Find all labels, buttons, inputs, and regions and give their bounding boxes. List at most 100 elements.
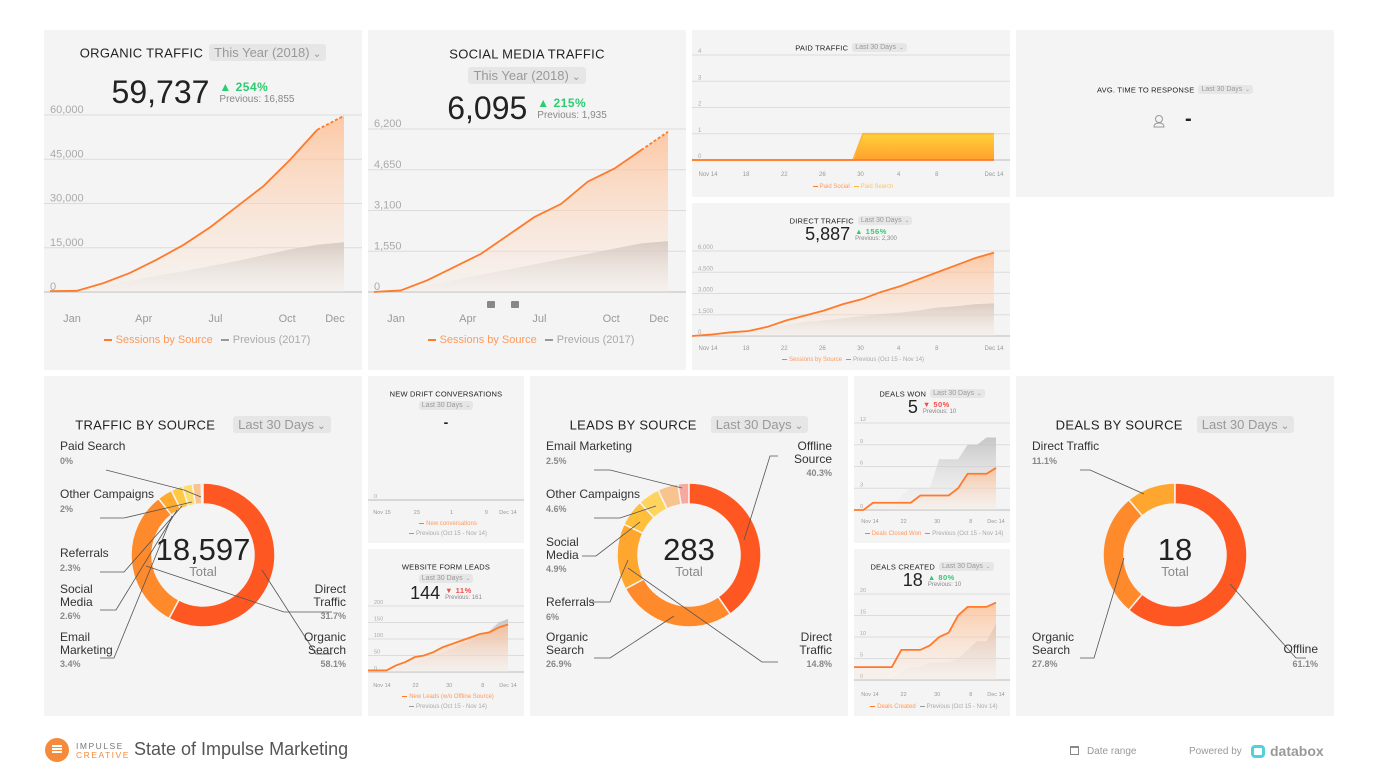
donut-slice[interactable] (616, 523, 646, 590)
x-tick-label: Oct (279, 313, 296, 325)
x-tick-label: 30 (446, 683, 452, 689)
y-tick-label: 1 (698, 128, 702, 134)
donut-slice[interactable] (622, 501, 656, 535)
organic-traffic-chart: 0 15,000 30,000 45,000 60,000 Jan Apr Jul Oct Dec (44, 104, 362, 325)
slice-percent: 2.3% (60, 562, 81, 573)
panel-title: PAID TRAFFIC (795, 43, 849, 53)
slice-percent: 11.1% (1032, 455, 1058, 466)
donut-slice[interactable] (130, 497, 180, 620)
date-range-dropdown[interactable]: This Year (2018) ⌄ (468, 67, 586, 85)
panel-title: DEALS WON (879, 389, 927, 399)
current-period-area (854, 602, 996, 680)
slice-label: Direct Traffic (1032, 439, 1100, 453)
chevron-down-icon: ⌄ (317, 421, 326, 433)
donut-slice[interactable] (1102, 498, 1144, 612)
previous-value: Previous: 16,855 (219, 94, 295, 105)
chevron-down-icon: ⌄ (312, 49, 322, 61)
legend-swatch (103, 339, 112, 342)
donut-slice[interactable] (157, 489, 182, 517)
previous-value: Previous: 10 (927, 582, 962, 588)
slice-label: Offline (1283, 642, 1318, 656)
legend-current: Sessions by Source (115, 334, 213, 346)
donut-slice[interactable] (168, 482, 276, 628)
change-percent: ▲ 156% (855, 227, 887, 236)
y-tick-label: 0 (374, 281, 380, 293)
date-range-dropdown[interactable]: This Year (2018) ⌄ (209, 44, 327, 62)
y-tick-label: 15,000 (50, 237, 84, 249)
date-range-dropdown[interactable]: Last 30 Days ⌄ (418, 401, 474, 411)
legend-swatch (919, 705, 925, 707)
x-tick-label: Nov 14 (698, 172, 718, 178)
current-period-area (50, 115, 344, 292)
donut-slice[interactable] (624, 577, 732, 628)
donut-slice[interactable] (656, 483, 682, 510)
panel-title: ORGANIC TRAFFIC (79, 45, 204, 61)
slice-label: Direct Traffic (799, 630, 832, 657)
date-range-button[interactable]: Date range (1070, 746, 1136, 757)
brand-top: IMPULSE (76, 741, 124, 751)
donut-slice[interactable] (688, 482, 762, 616)
change-percent: ▼ 50% (922, 400, 950, 409)
date-range-dropdown[interactable]: Last 30 Days ⌄ (1196, 416, 1295, 434)
legend-current: Sessions by Source (439, 334, 537, 346)
dropdown-label: Last 30 Days (421, 402, 463, 410)
slice-percent: 27.8% (1032, 659, 1058, 669)
slice-percent: 14.8% (806, 659, 832, 669)
legend-previous: Previous (Oct 15 - Nov 14) (932, 531, 1004, 537)
donut-slice[interactable] (1127, 482, 1248, 628)
x-tick-label: Oct (603, 313, 620, 325)
date-range-dropdown[interactable]: Last 30 Days ⌄ (1198, 85, 1253, 95)
date-range-dropdown[interactable]: Last 30 Days ⌄ (233, 416, 331, 434)
legend-swatch (925, 532, 931, 534)
change-percent: ▲ 80% (927, 573, 955, 582)
change-percent: ▲ 254% (219, 80, 269, 94)
x-tick-label: Dec 14 (984, 172, 1004, 178)
leads-by-source-panel: LEADS BY SOURCE Last 30 Days ⌄ Email Marke… (530, 376, 848, 716)
y-tick-label: 1,550 (374, 240, 402, 252)
databox-logo-icon (1251, 745, 1265, 758)
donut-total: 18,597 (155, 532, 251, 567)
brand-name: IMPULSE CREATIVE (76, 742, 130, 760)
chevron-down-icon: ⌄ (571, 72, 581, 84)
dropdown-label: Last 30 Days (238, 417, 315, 433)
previous-value: Previous: 161 (445, 595, 482, 601)
metric-value: 5,887 (805, 224, 851, 244)
metric-value: 59,737 (111, 74, 210, 110)
panel-title: DEALS CREATED (870, 562, 935, 572)
current-period-area (692, 252, 994, 336)
slice-label: Offline Source (793, 439, 832, 466)
leader-lines (1080, 469, 1306, 659)
x-tick-label: 26 (819, 172, 826, 178)
current-period-line (368, 623, 509, 672)
traffic-by-source-donut (100, 469, 332, 659)
legend-swatch (864, 532, 870, 534)
x-tick-label: Nov 14 (861, 692, 878, 698)
paid-search-area (692, 133, 994, 160)
previous-value: Previous: 1,935 (537, 110, 607, 121)
current-period-line (49, 129, 318, 293)
organic-traffic-panel: 0 15,000 30,000 45,000 60,000 Jan Apr Jul Oct Dec… (44, 30, 362, 370)
y-tick-label: 4,650 (374, 159, 402, 171)
y-tick-label: 3 (698, 75, 702, 81)
slice-label: Organic Search (546, 630, 589, 657)
x-tick-label: 22 (781, 346, 788, 352)
donut-slice[interactable] (638, 489, 668, 519)
date-range-dropdown[interactable]: Last 30 Days ⌄ (857, 216, 913, 226)
traffic-by-source-panel: TRAFFIC BY SOURCE Last 30 Days ⌄ Paid Sear… (44, 376, 362, 716)
date-range-dropdown[interactable]: Last 30 Days ⌄ (852, 43, 907, 53)
annotation-comment-icon[interactable] (511, 301, 519, 308)
databox-logo[interactable]: databox (1251, 743, 1324, 759)
slice-label: Social Media (546, 535, 579, 562)
y-tick-label: 2 (698, 102, 702, 108)
slice-label: Email Marketing (60, 630, 113, 657)
annotation-comment-icon[interactable] (487, 301, 495, 308)
legend-swatch (402, 695, 408, 697)
date-range-dropdown[interactable]: Last 30 Days ⌄ (930, 389, 985, 399)
date-range-dropdown[interactable]: Last 30 Days ⌄ (939, 562, 994, 572)
x-tick-label: Dec 14 (987, 519, 1004, 525)
deals-by-source-donut (1080, 469, 1306, 659)
metric-value: - (443, 414, 449, 430)
y-tick-label: 3,100 (374, 200, 402, 212)
date-range-dropdown[interactable]: Last 30 Days ⌄ (418, 574, 474, 584)
date-range-dropdown[interactable]: Last 30 Days ⌄ (710, 416, 809, 434)
